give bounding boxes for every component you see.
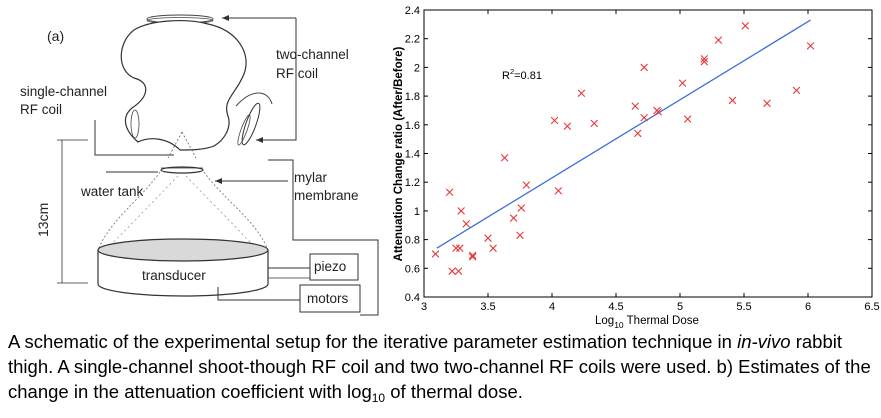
data-point-marker: [806, 42, 815, 50]
data-point-marker: [448, 267, 456, 275]
data-point-marker: [550, 116, 559, 125]
schematic-diagram: (a) two-channel RF coil single-channel R…: [20, 14, 379, 316]
water-tank-label: water tank: [80, 184, 144, 199]
y-axis: 0.4 0.6 0.8 1 1.2 1.4 1.6 1.8 2 2.2 2.4: [405, 5, 872, 304]
data-point-marker: [763, 99, 771, 108]
y-tick-label: 0.6: [405, 263, 420, 275]
data-point-marker: [456, 244, 464, 252]
x-tick-label: 3.5: [480, 301, 495, 313]
y-tick-label: 2.4: [405, 5, 420, 17]
x-axis: 3 3.5 4 4.5 5 5.5 6 6.5: [421, 10, 880, 313]
data-point-marker: [590, 119, 599, 128]
data-point-marker: [654, 108, 663, 116]
transducer-label: transducer: [142, 268, 206, 283]
caption-italic: in-vivo: [737, 331, 791, 352]
panel-label: (a): [47, 28, 64, 44]
data-point-marker: [563, 122, 572, 131]
transducer-top: [97, 238, 269, 262]
data-point-marker: [457, 207, 465, 215]
y-tick-label: 1.8: [405, 91, 420, 103]
figure-caption: A schematic of the experimental setup fo…: [8, 331, 871, 405]
x-tick-label: 5: [677, 301, 683, 313]
data-point-marker: [700, 57, 709, 66]
y-tick-label: 1.2: [405, 177, 420, 189]
x-tick-label: 6: [805, 301, 811, 313]
data-point-marker: [577, 89, 586, 98]
y-axis-label: Attenuation Change ratio (After/Before): [393, 46, 405, 261]
data-point-marker: [454, 267, 463, 275]
data-point-marker: [728, 96, 737, 105]
data-point-marker: [516, 231, 524, 240]
data-point-marker: [484, 234, 492, 242]
water-tank-outline: [97, 171, 269, 251]
data-point-marker: [700, 55, 709, 63]
data-point-marker: [468, 251, 477, 260]
x-tick-label: 4.5: [608, 301, 623, 313]
r-squared-annotation: R2=0.81: [502, 67, 542, 82]
mylar-membrane: [160, 166, 204, 174]
mylar-membrane-label: mylar membrane: [294, 170, 359, 203]
data-point-marker: [468, 253, 477, 261]
fit-line: [436, 19, 811, 249]
y-tick-label: 1: [414, 206, 420, 218]
x-axis-label: Log10 Thermal Dose: [595, 315, 699, 330]
y-tick-label: 2: [414, 62, 420, 74]
y-tick-label: 0.4: [405, 292, 420, 304]
motors-label: motors: [307, 291, 349, 306]
data-point-marker: [489, 244, 497, 252]
x-tick-label: 6.5: [864, 301, 879, 313]
data-point-marker: [678, 79, 687, 87]
height-label: 13cm: [35, 203, 51, 237]
data-point-marker: [633, 129, 642, 138]
data-point-marker: [554, 187, 563, 195]
y-tick-label: 0.8: [405, 235, 420, 247]
figure: (a) two-channel RF coil single-channel R…: [20, 5, 880, 330]
data-point-marker: [509, 214, 518, 222]
x-tick-label: 5.5: [736, 301, 751, 313]
data-point-marker: [683, 115, 692, 123]
motors-box: [299, 284, 361, 313]
piezo-label: piezo: [314, 259, 346, 274]
data-point-marker: [640, 113, 648, 122]
scatter-plot: 0.4 0.6 0.8 1 1.2 1.4 1.6 1.8 2 2.2 2.4 3 3.5 4 4.5 5 5…: [393, 5, 880, 330]
data-point-marker: [431, 250, 440, 258]
data-point-marker: [462, 220, 471, 228]
y-tick-label: 1.6: [405, 120, 420, 132]
y-tick-label: 2.2: [405, 34, 420, 46]
piezo-box: [309, 253, 359, 281]
data-point-marker: [714, 36, 723, 44]
data-point-marker: [792, 86, 801, 95]
plot-frame: [423, 9, 873, 298]
y-tick-label: 1.4: [405, 149, 420, 161]
x-tick-label: 3: [421, 301, 427, 313]
data-point-marker: [517, 204, 526, 212]
caption-subscript: 10: [371, 391, 386, 405]
rabbit-thigh-outline: [120, 20, 247, 151]
data-point-marker: [522, 181, 531, 189]
data-point-marker: [500, 154, 509, 162]
data-point-marker: [445, 188, 454, 197]
side-coil: [241, 102, 261, 146]
single-channel-coil-label: single-channel RF coil: [20, 84, 111, 117]
data-point-marker: [640, 63, 648, 72]
two-channel-coil-label: two-channel RF coil: [276, 47, 353, 81]
data-point-marker: [631, 102, 639, 110]
x-tick-label: 4: [549, 301, 555, 313]
data-points: [431, 21, 815, 275]
data-point-marker: [741, 21, 750, 30]
